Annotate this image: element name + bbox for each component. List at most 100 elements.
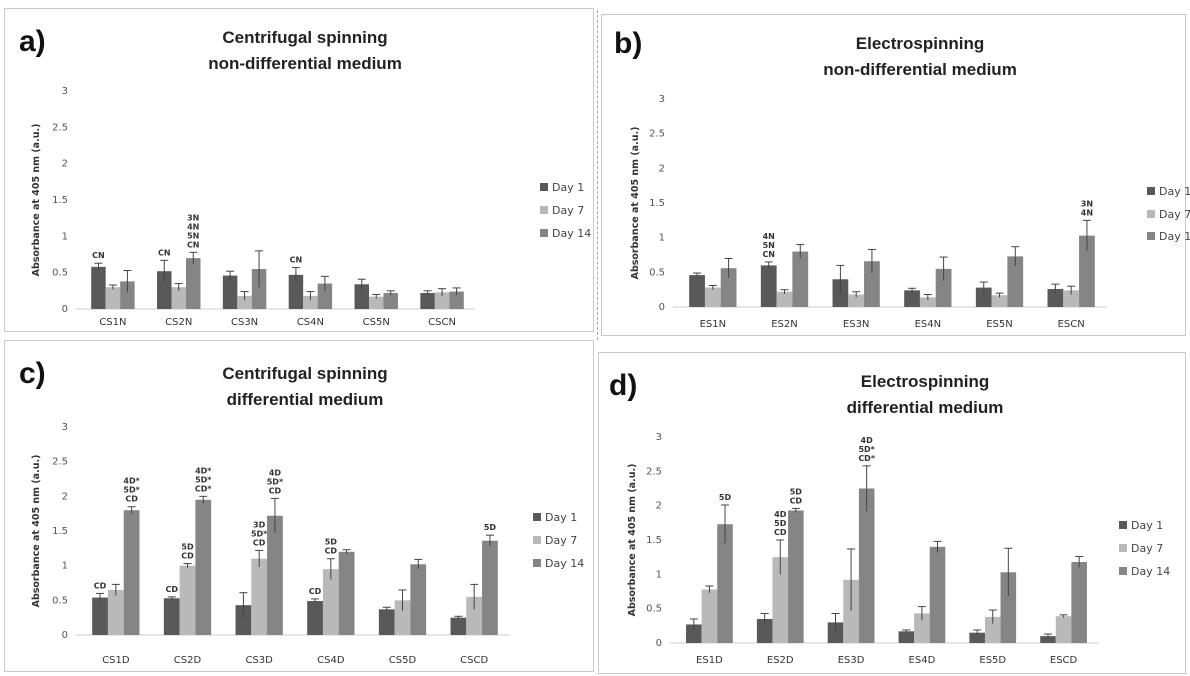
x-category-label: CS2D — [174, 655, 202, 666]
y-tick-label: 0 — [659, 302, 665, 313]
bar — [827, 622, 844, 643]
significance-annotation: CD — [309, 587, 322, 596]
error-bar — [1011, 246, 1020, 267]
bar — [898, 631, 915, 643]
panel-letter: d) — [609, 369, 637, 402]
panel-c: c) Centrifugal spinning differential mediu… — [4, 340, 594, 672]
y-tick-label: 2 — [62, 491, 68, 502]
y-axis-label: Absorbance at 405 nm (a.u.) — [31, 124, 42, 277]
y-tick-label: 3 — [656, 432, 662, 443]
y-tick-label: 0.5 — [649, 267, 665, 278]
svg-text:Day 7: Day 7 — [1131, 542, 1163, 555]
svg-text:CN: CN — [92, 251, 105, 260]
y-tick-label: 2 — [656, 501, 662, 512]
bar — [171, 287, 186, 309]
y-tick-label: 2 — [62, 159, 68, 170]
chart-title-line: non-differential medium — [823, 60, 1017, 79]
error-bar — [454, 615, 463, 620]
legend-entry: Day 14 — [1119, 565, 1170, 578]
svg-text:5D: 5D — [774, 519, 787, 528]
x-category-label: CS5D — [389, 655, 417, 666]
error-bar — [847, 548, 856, 611]
x-category-label: CSCD — [460, 655, 488, 666]
error-bar — [386, 290, 395, 296]
y-tick-label: 1 — [659, 233, 665, 244]
bar — [195, 499, 212, 635]
x-category-label: ES1D — [696, 655, 723, 666]
bar — [975, 287, 992, 307]
significance-annotation: CN — [290, 256, 303, 265]
svg-text:4D: 4D — [269, 468, 282, 477]
bar — [322, 569, 339, 635]
x-category-label: ES5N — [986, 319, 1013, 330]
bar — [91, 266, 106, 309]
error-bar — [96, 592, 105, 602]
y-axis-label: Absorbance at 405 nm (a.u.) — [31, 455, 42, 608]
bar — [1055, 616, 1072, 643]
bar — [792, 251, 809, 307]
bar — [222, 275, 238, 309]
svg-text:CD: CD — [774, 528, 787, 537]
svg-text:5N: 5N — [187, 231, 199, 240]
panel-b: b) Electrospinning non-differential medium… — [601, 14, 1190, 336]
y-tick-label: 3 — [659, 94, 665, 105]
bar — [991, 295, 1008, 307]
bar — [338, 551, 355, 635]
bar — [288, 274, 304, 309]
x-category-label: ES2N — [771, 319, 798, 330]
error-bar — [452, 287, 461, 296]
chart-title-line: Centrifugal spinning — [222, 28, 387, 47]
y-tick-label: 3 — [62, 86, 68, 97]
error-bar — [414, 558, 423, 570]
significance-annotation: CN — [158, 248, 171, 257]
error-bar — [1067, 285, 1076, 295]
y-tick-label: 2.5 — [646, 466, 662, 477]
bar — [1063, 290, 1080, 307]
svg-text:3D: 3D — [253, 520, 266, 529]
legend-entry: Day 14 — [533, 557, 584, 570]
chart-a: a) Centrifugal spinning non-differential m… — [19, 25, 591, 328]
error-bar — [780, 289, 789, 294]
x-category-label: ES2D — [767, 655, 794, 666]
bar — [1040, 636, 1056, 643]
legend-entry: Day 7 — [1119, 542, 1163, 555]
error-bar — [423, 290, 432, 296]
bar — [303, 295, 318, 309]
bar — [929, 546, 946, 643]
chart-d: d) Electrospinning differential medium Abso… — [609, 369, 1170, 666]
y-tick-label: 1 — [62, 561, 68, 572]
bar — [1007, 256, 1024, 307]
error-bar — [306, 291, 315, 301]
error-bar — [255, 250, 264, 288]
bar — [434, 292, 450, 309]
error-bar — [995, 292, 1004, 298]
svg-text:4D: 4D — [774, 510, 787, 519]
x-category-label: ES3N — [843, 319, 870, 330]
bar — [378, 609, 395, 635]
svg-text:5D: 5D — [325, 538, 338, 547]
svg-text:Day 7: Day 7 — [1159, 208, 1190, 221]
y-tick-label: 1.5 — [646, 535, 662, 546]
bar — [919, 297, 936, 307]
error-bar — [776, 539, 785, 575]
bar — [776, 291, 793, 307]
svg-text:3N: 3N — [1081, 199, 1093, 208]
error-bar — [1059, 614, 1068, 618]
x-category-label: CSCN — [428, 317, 456, 328]
bar — [772, 557, 789, 643]
bar — [267, 515, 283, 635]
y-tick-label: 2.5 — [52, 457, 68, 468]
bar — [704, 287, 721, 307]
error-bar — [94, 262, 103, 271]
significance-annotation: 4D*5D*CD* — [195, 466, 213, 493]
y-tick-label: 3 — [62, 422, 68, 433]
y-tick-label: 0 — [62, 630, 68, 641]
bar — [848, 294, 865, 307]
error-bar — [988, 609, 997, 624]
error-bar — [708, 285, 717, 290]
